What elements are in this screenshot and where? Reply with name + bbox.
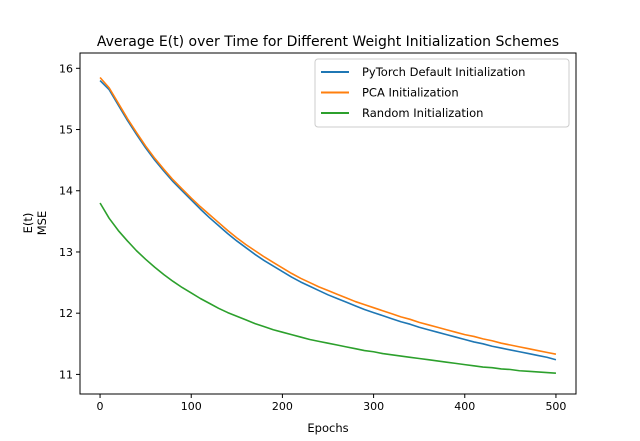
- x-tick-label: 300: [363, 400, 384, 413]
- x-tick-label: 500: [545, 400, 566, 413]
- y-axis-label-line-2: MSE: [35, 211, 49, 236]
- series-line-1: [99, 79, 557, 361]
- y-tick-label: 11: [59, 368, 73, 381]
- axes-frame: [79, 52, 577, 395]
- y-axis: 11 12 13 14 15 16: [59, 62, 80, 381]
- legend-box: [314, 58, 570, 128]
- y-tick-label: 14: [59, 185, 73, 198]
- x-axis-label: Epochs: [307, 421, 348, 435]
- series-line-3: [99, 202, 556, 374]
- y-tick-label: 13: [59, 246, 73, 259]
- x-tick-label: 0: [97, 400, 104, 413]
- x-axis: 0 100 200 300 400 500: [97, 394, 566, 413]
- y-axis-label: E(t) MSE: [21, 211, 49, 236]
- chart-title: Average E(t) over Time for Different Wei…: [97, 34, 559, 50]
- plot-area: [99, 76, 557, 374]
- y-tick-label: 15: [59, 124, 73, 137]
- y-tick-label: 16: [59, 62, 73, 75]
- x-tick-label: 200: [272, 400, 293, 413]
- x-tick-label: 400: [454, 400, 475, 413]
- y-tick-label: 12: [59, 307, 73, 320]
- legend-label-3: Random Initialization: [362, 106, 483, 120]
- legend: PyTorch Default Initialization PCA Initia…: [314, 58, 570, 128]
- y-axis-label-line-1: E(t): [21, 213, 35, 234]
- x-tick-label: 100: [181, 400, 202, 413]
- series-line-2: [99, 76, 557, 355]
- legend-label-1: PyTorch Default Initialization: [362, 65, 525, 79]
- legend-label-2: PCA Initialization: [362, 86, 459, 100]
